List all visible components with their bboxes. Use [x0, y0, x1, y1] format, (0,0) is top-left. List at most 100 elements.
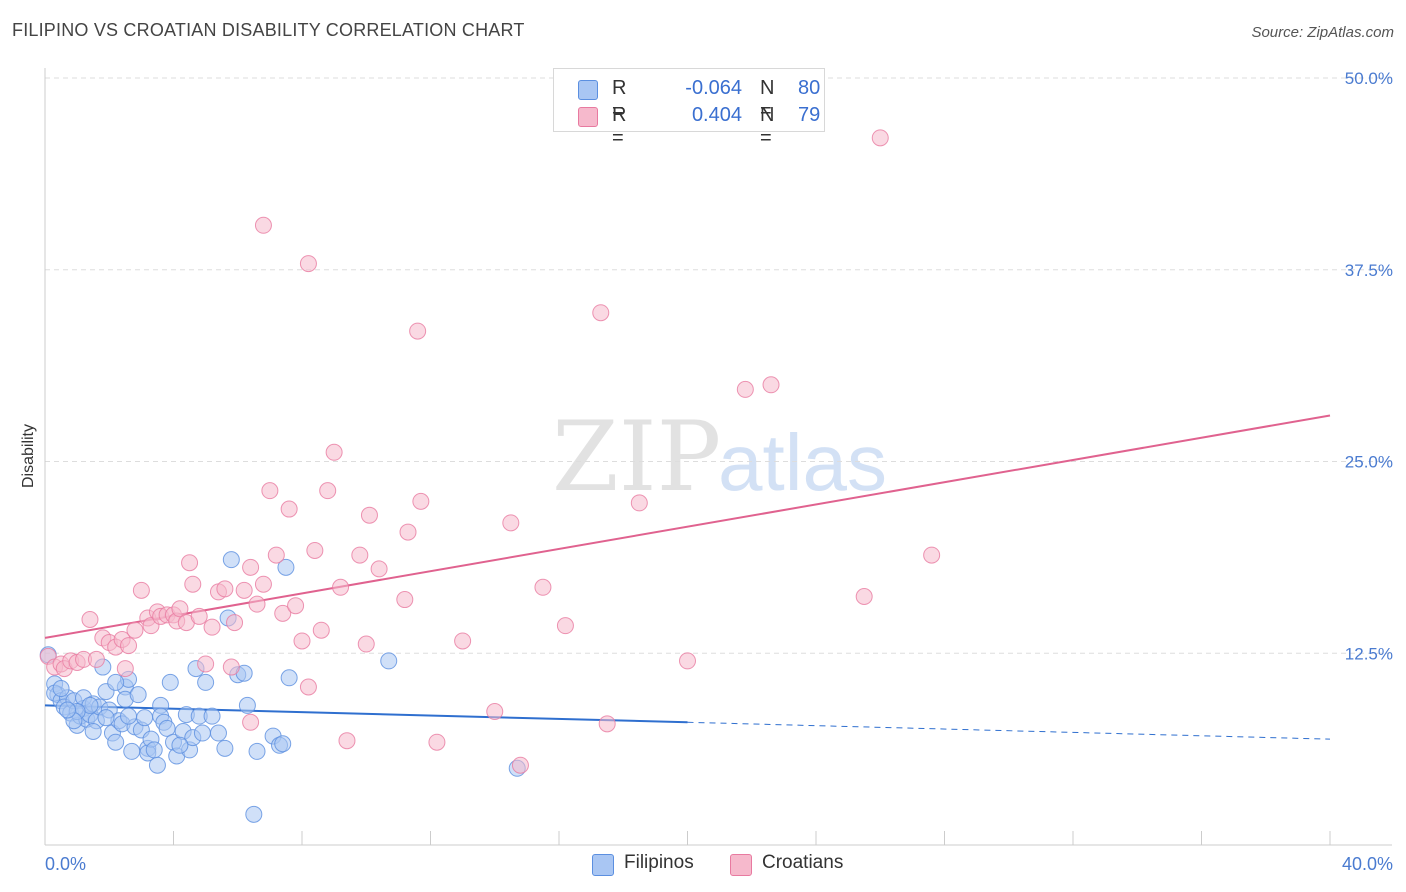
- filipinos-point: [107, 733, 125, 751]
- filipinos-point: [280, 669, 298, 687]
- filipinos-point: [84, 722, 102, 740]
- croatians-point: [312, 621, 330, 639]
- y-tick-label: 12.5%: [1345, 644, 1393, 663]
- legend-r-label: R =: [612, 77, 627, 122]
- axes: [44, 68, 1392, 846]
- croatians-point: [226, 614, 244, 632]
- filipinos-point: [123, 742, 141, 760]
- legend-n-label: N =: [760, 104, 775, 149]
- croatians-point: [216, 580, 234, 598]
- chart-title: FILIPINO VS CROATIAN DISABILITY CORRELAT…: [12, 20, 525, 40]
- croatians-point: [556, 617, 574, 635]
- croatians-point: [598, 715, 616, 733]
- watermark: ZIP atlas: [552, 401, 887, 513]
- filipinos-trend-line: [44, 704, 688, 724]
- legend-label-filipinos: Filipinos: [624, 852, 694, 873]
- filipinos-point: [203, 707, 221, 725]
- filipinos-point: [197, 673, 215, 691]
- croatians-point: [396, 591, 414, 609]
- filipinos-point: [148, 756, 166, 774]
- axis-labels: 12.5% 25.0% 37.5% 50.0% 0.0% 40.0% Disability: [20, 69, 1393, 874]
- filipinos-point: [171, 736, 189, 754]
- croatians-swatch: [730, 854, 752, 876]
- filipinos-swatch: [578, 80, 598, 100]
- filipinos-point: [277, 558, 295, 576]
- croatians-point: [222, 658, 240, 676]
- croatians-point: [370, 560, 388, 578]
- croatians-point: [126, 621, 144, 639]
- croatians-point: [736, 380, 754, 398]
- filipinos-point: [248, 742, 266, 760]
- legend-n-value: 80: [798, 77, 821, 99]
- filipinos-swatch: [592, 854, 614, 876]
- croatians-point: [242, 558, 260, 576]
- croatians-point: [923, 546, 941, 564]
- croatians-point: [242, 713, 260, 731]
- croatians-point: [592, 304, 610, 322]
- croatians-point: [171, 600, 189, 618]
- filipinos-point: [209, 724, 227, 742]
- filipinos-point: [58, 701, 76, 719]
- filipinos-point: [145, 741, 163, 759]
- y-tick-label: 50.0%: [1345, 69, 1393, 88]
- x-tick-label: 40.0%: [1342, 854, 1393, 874]
- croatians-point: [299, 678, 317, 696]
- croatians-point: [81, 611, 99, 629]
- croatians-point: [338, 732, 356, 750]
- croatians-point: [409, 322, 427, 340]
- croatians-point: [87, 650, 105, 668]
- filipinos-point: [380, 652, 398, 670]
- croatians-swatch: [578, 107, 598, 127]
- legend-r-value: -0.064: [685, 77, 742, 99]
- filipinos-trend-extension: [687, 721, 1331, 740]
- croatians-point: [325, 443, 343, 461]
- croatians-point: [197, 655, 215, 673]
- croatians-point: [679, 652, 696, 670]
- filipinos-point: [274, 735, 292, 753]
- filipinos-point: [129, 686, 147, 704]
- croatians-point: [299, 255, 317, 273]
- croatians-point: [132, 581, 150, 599]
- filipinos-point: [52, 680, 70, 698]
- filipinos-point: [245, 805, 263, 823]
- y-tick-label: 37.5%: [1345, 261, 1393, 280]
- filipinos-point: [193, 724, 211, 742]
- croatians-point: [267, 546, 285, 564]
- croatians-point: [762, 376, 780, 394]
- croatians-point: [332, 578, 350, 596]
- croatians-point: [261, 482, 279, 500]
- croatians-point: [235, 581, 253, 599]
- croatians-point: [181, 554, 199, 572]
- croatians-point: [412, 492, 430, 510]
- croatians-point: [248, 595, 266, 613]
- croatians-point: [306, 541, 324, 559]
- filipinos-point: [161, 673, 179, 691]
- filipinos-point: [120, 707, 138, 725]
- croatians-point: [855, 587, 873, 605]
- data-points: [39, 129, 941, 823]
- croatians-point: [254, 216, 272, 234]
- filipinos-point: [158, 719, 176, 737]
- croatians-point: [360, 506, 378, 524]
- legend-n-value: 79: [798, 104, 821, 126]
- croatians-point: [871, 129, 889, 147]
- croatians-point: [116, 660, 134, 678]
- croatians-point: [190, 607, 208, 625]
- legend-r-label: R =: [612, 104, 627, 149]
- y-axis-label: Disability: [20, 424, 37, 488]
- source-label: Source: ZipAtlas.com: [1251, 24, 1394, 41]
- stats-legend: R = -0.064 N = 80 R = 0.404 N = 79: [553, 68, 825, 149]
- croatians-point: [428, 733, 446, 751]
- croatians-point: [120, 637, 138, 655]
- croatians-point: [534, 578, 552, 596]
- croatians-point: [454, 632, 472, 650]
- croatians-point: [502, 514, 520, 532]
- croatians-point: [293, 632, 311, 650]
- croatians-point: [274, 604, 292, 622]
- legend-n-label: N =: [760, 77, 775, 122]
- croatians-point: [280, 500, 298, 518]
- croatians-point: [184, 575, 202, 593]
- filipinos-point: [222, 551, 240, 569]
- y-tick-label: 25.0%: [1345, 453, 1393, 472]
